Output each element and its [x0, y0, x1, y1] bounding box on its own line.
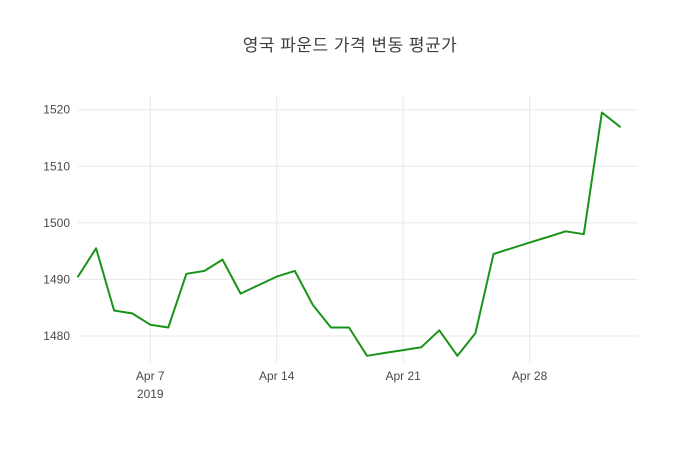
x-tick-label: Apr 21 [385, 369, 421, 383]
y-tick-label: 1510 [43, 159, 70, 173]
y-tick-label: 1500 [43, 216, 70, 230]
price-line [77, 111, 621, 357]
y-tick-label: 1490 [43, 272, 70, 286]
chart-title: 영국 파운드 가격 변동 평균가 [242, 36, 458, 55]
y-tick-label: 1480 [43, 329, 70, 343]
x-tick-year-label: 2019 [137, 387, 164, 401]
x-tick-label: Apr 7 [136, 369, 165, 383]
x-tick-label: Apr 14 [259, 369, 295, 383]
y-tick-label: 1520 [43, 103, 70, 117]
x-tick-label: Apr 28 [512, 369, 548, 383]
